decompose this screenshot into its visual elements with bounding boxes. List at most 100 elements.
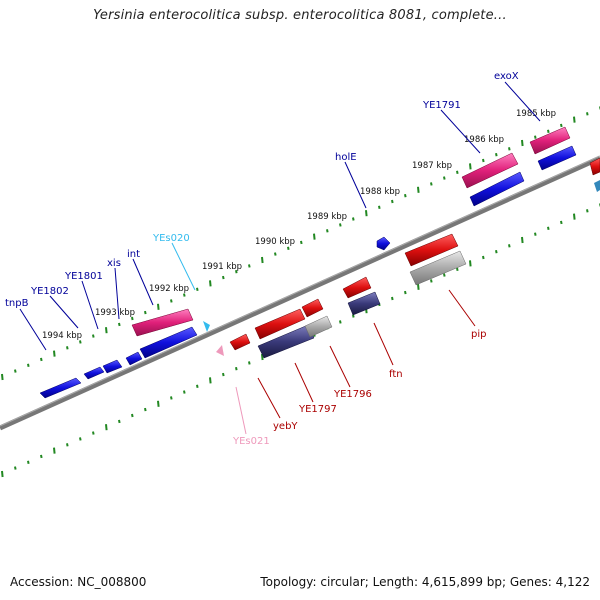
inner-ruler-major-tick [1, 470, 4, 478]
label-YEs020[interactable]: YEs020 [152, 233, 190, 244]
gene-YE1802[interactable] [83, 366, 105, 380]
gene-holE[interactable] [376, 236, 391, 251]
leader-yebY [257, 377, 281, 419]
pseudo-pip[interactable] [409, 250, 467, 286]
outer-ruler-major-tick [53, 350, 56, 357]
inner-ruler-major-tick [521, 236, 524, 244]
gene-offscreen-right[interactable] [589, 157, 600, 176]
gene-int[interactable] [139, 326, 198, 359]
tick-label-1988: 1988 kbp [360, 187, 400, 197]
outer-ruler-minor-tick [196, 287, 199, 291]
outer-ruler-minor-tick [274, 252, 277, 256]
leader-YE1801 [81, 280, 99, 330]
label-YE1801[interactable]: YE1801 [64, 271, 103, 282]
gene-ftn[interactable] [342, 276, 372, 299]
label-xis[interactable]: xis [107, 258, 121, 269]
trna-YEs021[interactable] [216, 345, 224, 356]
gene-offscreen-right-2[interactable] [594, 180, 600, 192]
leader-pip [448, 289, 476, 327]
label-exoX[interactable]: exoX [494, 71, 519, 82]
rna-int-product[interactable] [131, 308, 194, 337]
label-YE1797[interactable]: YE1797 [298, 404, 337, 415]
inner-ruler-major-tick [417, 283, 420, 290]
inner-ruler-major-tick [573, 213, 576, 220]
outer-ruler-minor-tick [183, 293, 186, 297]
outer-ruler-minor-tick [534, 135, 537, 139]
outer-ruler-minor-tick [170, 299, 173, 303]
outer-ruler-minor-tick [404, 194, 407, 198]
rna-YE1791[interactable] [461, 152, 519, 189]
outer-ruler-minor-tick [131, 316, 134, 321]
outer-ruler-minor-tick [118, 322, 121, 327]
outer-ruler-major-tick [469, 163, 472, 170]
inner-ruler-minor-tick [430, 279, 433, 283]
gene-YE1791[interactable] [469, 171, 525, 207]
label-YE1802[interactable]: YE1802 [30, 286, 69, 297]
outer-ruler-minor-tick [482, 158, 485, 163]
leader-YE1796 [329, 345, 351, 388]
label-ftn[interactable]: ftn [389, 369, 403, 380]
outer-ruler-minor-tick [222, 275, 225, 280]
inner-ruler-minor-tick [183, 390, 186, 394]
label-YEs021[interactable]: YEs021 [232, 436, 270, 447]
inner-ruler-minor-tick [391, 296, 394, 301]
tick-label-1991: 1991 kbp [202, 262, 242, 272]
rna-YE1797[interactable] [257, 324, 315, 359]
outer-ruler-minor-tick [495, 153, 498, 157]
rna-exoX[interactable] [529, 126, 571, 155]
outer-ruler-minor-tick [508, 147, 511, 151]
inner-ruler-minor-tick [495, 250, 498, 254]
outer-ruler-minor-tick [326, 229, 329, 233]
outer-ruler-minor-tick [378, 205, 381, 209]
leader-exoX [504, 81, 541, 122]
tick-label-1987: 1987 kbp [412, 161, 452, 171]
outer-ruler-major-tick [417, 186, 420, 193]
leader-YE1802 [49, 295, 79, 329]
label-yebY[interactable]: yebY [273, 421, 298, 432]
pseudo-YE1797[interactable] [304, 315, 333, 338]
outer-ruler-minor-tick [430, 182, 433, 186]
leader-ftn [373, 322, 394, 366]
gene-pip[interactable] [404, 233, 459, 267]
outer-ruler-minor-tick [352, 217, 355, 221]
inner-ruler-major-tick [209, 377, 212, 384]
gene-YE1797[interactable] [254, 308, 306, 340]
leader-YE1797 [294, 362, 314, 403]
tick-labels: 1985 kbp 1986 kbp 1987 kbp 1988 kbp 1989… [42, 109, 556, 341]
gene-exoX[interactable] [537, 145, 577, 171]
trna-YEs020[interactable] [203, 321, 210, 332]
outer-ruler-minor-tick [92, 334, 95, 338]
rna-ftn[interactable] [347, 291, 381, 316]
outer-ruler-minor-tick [66, 346, 69, 350]
label-tnpB[interactable]: tnpB [5, 298, 29, 309]
inner-ruler-minor-tick [235, 367, 238, 371]
label-int[interactable]: int [127, 249, 140, 260]
label-holE[interactable]: holE [335, 152, 357, 163]
gene-labels: tnpB YE1802 YE1801 xis int YEs020 holE Y… [5, 71, 519, 447]
inner-ruler-minor-tick [547, 226, 550, 230]
label-YE1791[interactable]: YE1791 [422, 100, 461, 111]
gene-xis[interactable] [125, 351, 143, 366]
gene-YE1796[interactable] [301, 298, 324, 318]
leader-tnpB [19, 308, 47, 351]
inner-ruler-minor-tick [196, 384, 199, 388]
inner-ruler-minor-tick [456, 267, 459, 271]
inner-ruler-minor-tick [14, 466, 17, 470]
inner-ruler-minor-tick [248, 361, 251, 365]
label-YE1796[interactable]: YE1796 [333, 389, 372, 400]
tick-label-1990: 1990 kbp [255, 237, 295, 247]
forward-strand-features [39, 126, 600, 399]
gene-tnpB[interactable] [39, 377, 82, 399]
outer-ruler-minor-tick [14, 369, 17, 373]
outer-ruler-minor-tick [40, 357, 43, 362]
label-pip[interactable]: pip [471, 329, 486, 340]
outer-ruler-major-tick [365, 210, 368, 217]
label-leader-lines [19, 81, 541, 435]
inner-ruler-minor-tick [560, 220, 563, 225]
inner-ruler-minor-tick [118, 419, 121, 424]
outer-ruler-major-tick [521, 139, 524, 147]
leader-YE1791 [440, 109, 481, 154]
gene-yebY[interactable] [229, 333, 251, 351]
gene-YE1801[interactable] [102, 359, 123, 374]
